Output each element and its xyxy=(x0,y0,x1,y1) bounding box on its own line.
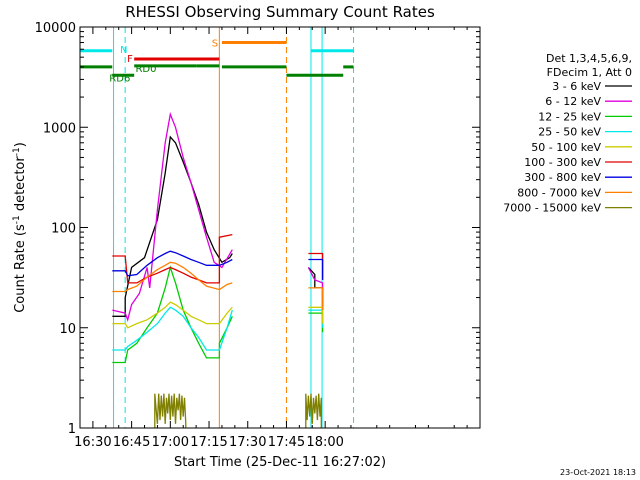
flag-label-s: S xyxy=(212,39,218,50)
y-axis-label-part: -1 xyxy=(12,215,22,224)
legend-label-3: 25 - 50 keV xyxy=(538,126,601,139)
legend-label-1: 6 - 12 keV xyxy=(545,95,601,108)
series-7-segment-0 xyxy=(112,261,233,293)
series-8-segment-1 xyxy=(305,393,322,428)
y-tick-label-0: 1 xyxy=(68,422,76,437)
legend-label-6: 300 - 800 keV xyxy=(524,171,601,184)
x-tick-label-2: 17:00 xyxy=(152,435,189,450)
legend-label-0: 3 - 6 keV xyxy=(552,80,601,93)
y-axis-label-part: ) xyxy=(13,142,28,147)
x-tick-label-3: 17:15 xyxy=(190,435,227,450)
flag-label-f: F xyxy=(127,54,133,65)
flag-label-rd0: RD0 xyxy=(135,64,156,75)
x-tick-label-5: 17:45 xyxy=(268,435,305,450)
footer-date: 23-Oct-2021 18:13 xyxy=(560,468,636,477)
legend: Det 1,3,4,5,6,9,FDecim 1, Att 03 - 6 keV… xyxy=(503,52,632,215)
y-axis-label-text: Count Rate (s-1 detector-1) xyxy=(12,142,28,313)
flag-label-n: N xyxy=(120,45,127,56)
series-3-segment-0 xyxy=(112,306,233,351)
x-tick-label-4: 17:30 xyxy=(229,435,266,450)
legend-label-4: 50 - 100 keV xyxy=(531,141,601,154)
legend-label-5: 100 - 300 keV xyxy=(524,156,601,169)
series-8-segment-0 xyxy=(154,393,187,428)
axes: 16:30 16:45 17:00 17:15 17:30 17:45 18:00 1 10 10… xyxy=(35,21,481,450)
y-axis-label-part: detector xyxy=(13,156,28,216)
series-6-segment-1 xyxy=(308,258,324,280)
y-axis-label-part: -1 xyxy=(12,147,22,156)
y-axis-label: Count Rate (s-1 detector-1) xyxy=(12,142,28,313)
y-tick-label-2: 100 xyxy=(51,222,76,237)
legend-label-8: 7000 - 15000 keV xyxy=(503,202,601,215)
y-tick-label-4: 10000 xyxy=(35,21,76,36)
series-4-segment-0 xyxy=(112,301,233,329)
y-axis-label-part: Count Rate (s xyxy=(13,224,28,313)
series-0-segment-0 xyxy=(112,135,233,317)
series-5-segment-0 xyxy=(112,233,233,284)
series-4-segment-1 xyxy=(308,306,324,324)
x-tick-label-6: 18:00 xyxy=(306,435,343,450)
flag-label-rd6: RD6 xyxy=(109,73,130,84)
legend-header-1: FDecim 1, Att 0 xyxy=(547,66,632,79)
series-6-segment-0 xyxy=(112,250,233,277)
series-1-segment-0 xyxy=(112,111,233,322)
y-tick-label-1: 10 xyxy=(59,322,76,337)
legend-label-7: 800 - 7000 keV xyxy=(517,186,601,199)
x-axis-label: Start Time (25-Dec-11 16:27:02) xyxy=(174,455,386,470)
series-7-segment-1 xyxy=(308,287,324,311)
x-tick-label-1: 16:45 xyxy=(113,435,150,450)
x-tick-label-0: 16:30 xyxy=(74,435,111,450)
chart-title: RHESSI Observing Summary Count Rates xyxy=(125,3,435,21)
legend-label-2: 12 - 25 keV xyxy=(538,110,601,123)
plot-frame xyxy=(79,26,481,429)
series-2-segment-0 xyxy=(112,265,233,364)
y-tick-label-3: 1000 xyxy=(43,121,76,136)
legend-header-0: Det 1,3,4,5,6,9, xyxy=(546,52,632,65)
